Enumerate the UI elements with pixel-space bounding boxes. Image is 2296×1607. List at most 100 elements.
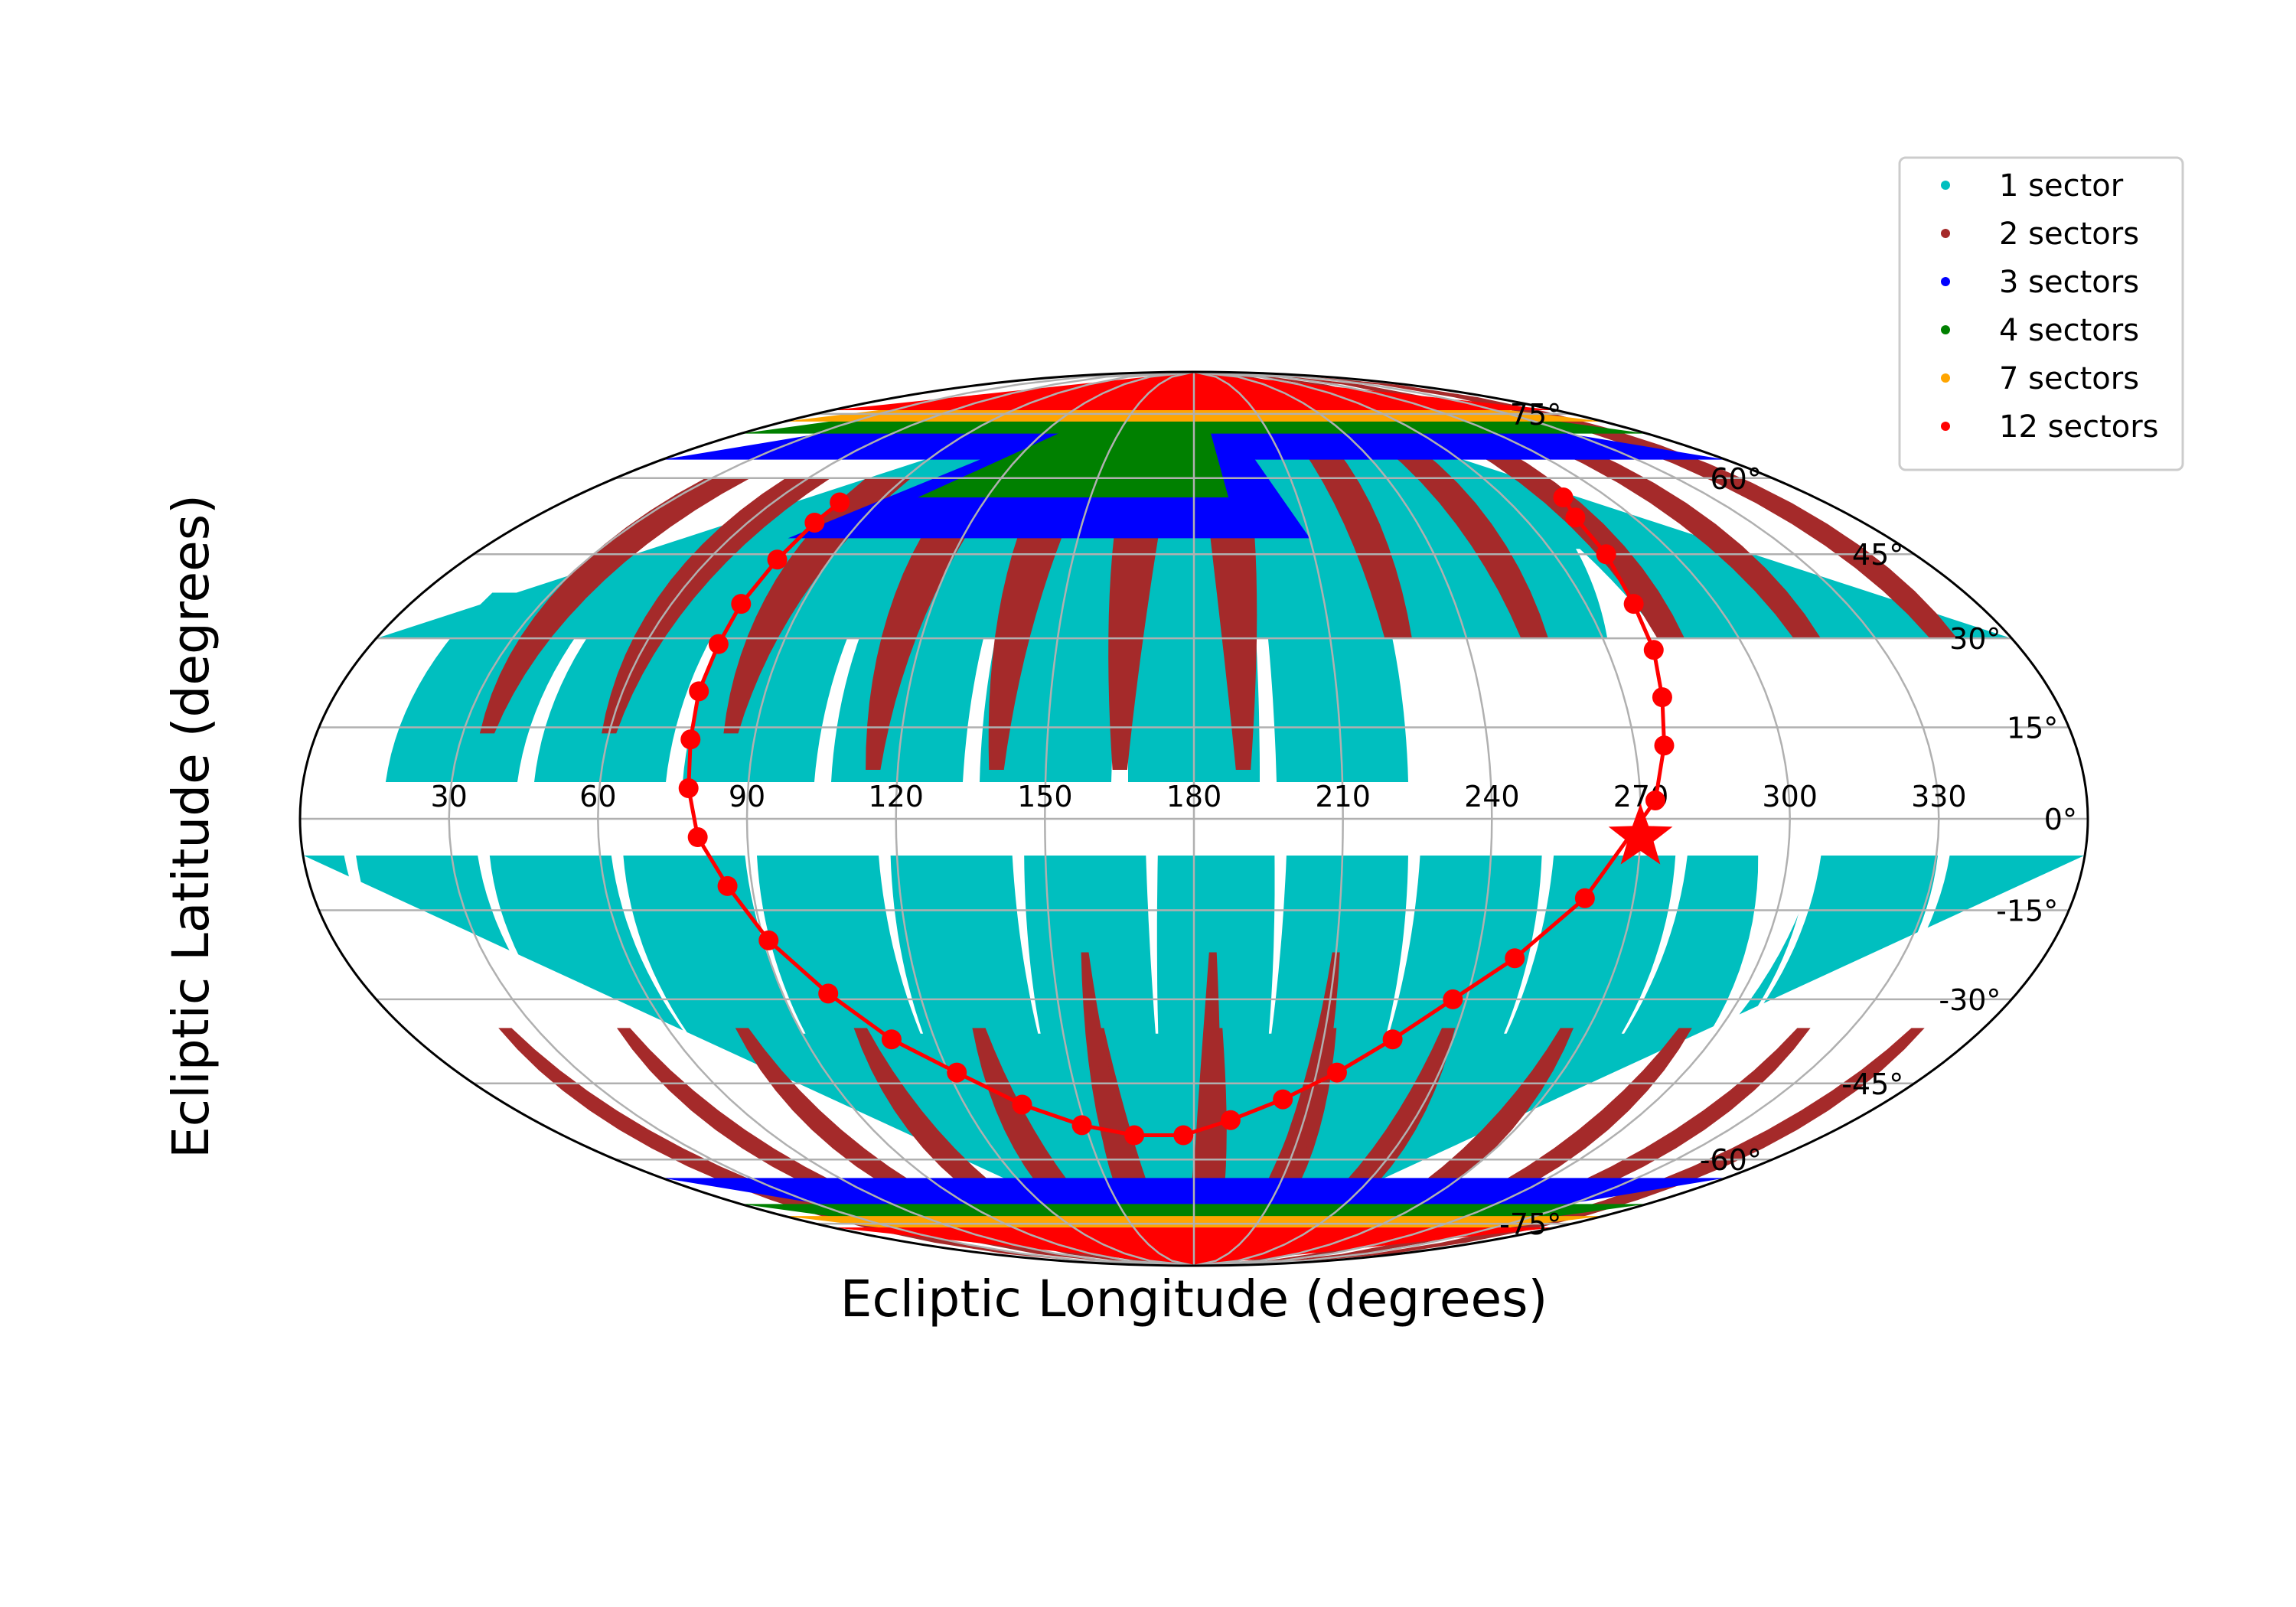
trajectory-point xyxy=(678,777,699,798)
y-tick-label: -75° xyxy=(1499,1208,1561,1241)
longitude-gridline xyxy=(895,372,1195,1266)
trajectory-point xyxy=(687,827,708,848)
x-tick-label: 210 xyxy=(1315,780,1371,813)
y-tick-label: -15° xyxy=(1996,895,2058,928)
trajectory-point xyxy=(1565,507,1586,528)
x-tick-label: 90 xyxy=(729,780,765,813)
y-tick-label: -60° xyxy=(1700,1143,1762,1177)
legend-marker xyxy=(1941,229,1950,238)
trajectory-point xyxy=(1071,1115,1092,1136)
trajectory-point xyxy=(1652,687,1672,708)
south-sector-gap xyxy=(1146,856,1159,1034)
star-marker xyxy=(1608,804,1673,865)
x-tick-label: 330 xyxy=(1911,780,1967,813)
y-tick-label: 15° xyxy=(2007,711,2058,745)
y-tick-labels: 75° 60° 45° 30° 15° 0° -15° -30° -45° -60° -75° xyxy=(1499,398,2077,1241)
x-tick-label: 180 xyxy=(1166,780,1222,813)
legend-label: 4 sectors xyxy=(1999,313,2139,348)
y-tick-label: 75° xyxy=(1510,398,1561,432)
trajectory-point xyxy=(1326,1062,1347,1083)
south-sector-gap xyxy=(1852,856,1950,1034)
graticule xyxy=(300,372,2088,1266)
trajectory-point xyxy=(818,983,839,1004)
south-sector-gap xyxy=(879,856,924,1034)
trajectory-point xyxy=(1623,594,1644,614)
trajectory-point xyxy=(680,729,701,750)
south-sector-gap xyxy=(344,856,453,1034)
y-tick-label: -45° xyxy=(1841,1068,1903,1101)
trajectory-point xyxy=(1574,888,1595,908)
legend-label: 2 sectors xyxy=(1999,217,2139,252)
legend-label: 12 sectors xyxy=(1999,409,2159,445)
y-tick-label: 45° xyxy=(1852,538,1903,572)
legend-marker xyxy=(1941,325,1950,334)
x-tick-label: 240 xyxy=(1464,780,1520,813)
legend-label: 3 sectors xyxy=(1999,265,2139,300)
trajectory-point xyxy=(717,875,738,896)
longitude-gridline xyxy=(1044,372,1195,1266)
map-boundary xyxy=(298,370,2089,1267)
longitude-gridline xyxy=(1193,372,1791,1266)
trajectory-point xyxy=(1124,1125,1145,1146)
trajectory-point xyxy=(1643,640,1664,660)
trajectory-point xyxy=(1553,487,1574,508)
trajectory-point xyxy=(1654,735,1675,756)
longitude-gridline xyxy=(1193,372,1940,1266)
legend-label: 1 sector xyxy=(1999,168,2124,204)
trajectory-point xyxy=(881,1029,902,1050)
trajectory-point xyxy=(830,492,850,513)
trajectory xyxy=(678,487,1675,1146)
plot-area xyxy=(300,372,2088,1266)
north-2-sectors-wedge xyxy=(602,478,831,734)
legend-marker xyxy=(1941,277,1950,286)
south-sector-gap xyxy=(1268,856,1287,1034)
trajectory-point xyxy=(1645,790,1665,810)
south-2-sectors-wedge xyxy=(1091,1028,1187,1263)
south-sector-gap xyxy=(611,856,688,1034)
longitude-gridline xyxy=(1193,372,1493,1266)
y-tick-label: -30° xyxy=(1939,983,2001,1017)
trajectory-point xyxy=(1596,544,1616,565)
south-sector-gap xyxy=(1504,856,1554,1034)
north-1-sector-region xyxy=(683,592,868,782)
trajectory-point xyxy=(1505,948,1525,969)
y-tick-label: 60° xyxy=(1710,462,1761,496)
legend-marker xyxy=(1941,373,1950,383)
x-tick-label: 30 xyxy=(430,780,467,813)
trajectory-point xyxy=(767,549,788,570)
legend-label: 7 sectors xyxy=(1999,361,2139,396)
trajectory-point xyxy=(1220,1110,1241,1130)
north-2-sectors-wedge xyxy=(1203,478,1257,770)
longitude-gridline xyxy=(597,372,1195,1266)
north-2-sectors-wedge xyxy=(988,478,1088,770)
trajectory-point xyxy=(731,594,752,614)
north-1-sector-region xyxy=(534,592,739,782)
trajectory-point xyxy=(1382,1029,1403,1050)
longitude-gridline xyxy=(745,372,1195,1266)
trajectory-point xyxy=(1443,989,1463,1009)
trajectory-point xyxy=(947,1062,967,1083)
trajectory-point xyxy=(758,930,779,950)
south-sector-gap xyxy=(1012,856,1041,1034)
longitude-gridline xyxy=(448,372,1195,1266)
y-axis-label: Ecliptic Latitude (degrees) xyxy=(161,494,220,1159)
y-tick-label: 0° xyxy=(2044,803,2077,836)
longitude-gridline xyxy=(1193,372,1344,1266)
y-tick-label: 30° xyxy=(1949,622,2001,656)
legend-box xyxy=(1898,156,2184,471)
north-2-sectors-wedge xyxy=(1231,374,1548,639)
trajectory-point xyxy=(689,681,709,702)
legend-marker xyxy=(1941,181,1950,190)
north-2-sectors-wedge xyxy=(1108,478,1169,770)
x-axis-label: Ecliptic Longitude (degrees) xyxy=(840,1270,1548,1328)
trajectory-point xyxy=(1012,1094,1032,1115)
x-tick-label: 120 xyxy=(868,780,924,813)
south-sector-gap xyxy=(1621,856,1688,1034)
legend-marker xyxy=(1941,422,1950,431)
x-tick-label: 150 xyxy=(1017,780,1073,813)
trajectory-point xyxy=(804,512,825,533)
x-tick-label: 60 xyxy=(579,780,616,813)
trajectory-point xyxy=(708,634,729,654)
